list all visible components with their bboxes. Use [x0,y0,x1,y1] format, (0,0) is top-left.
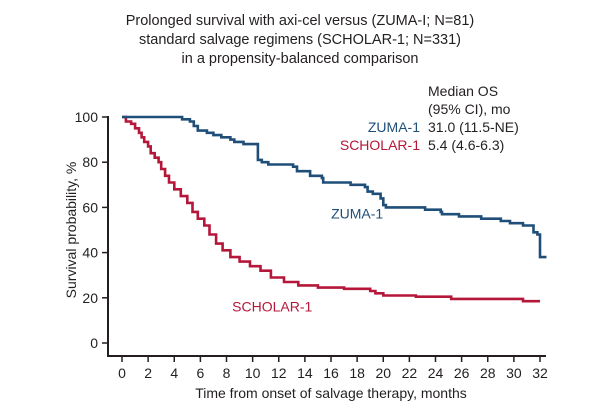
y-tick-label: 60 [82,199,98,215]
x-tick-label: 26 [454,365,470,381]
x-tick-label: 2 [144,365,152,381]
x-tick-label: 12 [271,365,287,381]
y-tick-label: 100 [75,109,99,125]
legend-entry-scholar-name: SCHOLAR-1 [340,137,420,153]
title-line-2: standard salvage regimens (SCHOLAR-1; N=… [139,32,461,48]
y-tick-label: 40 [82,245,98,261]
y-tick-label: 80 [82,154,98,170]
legend-entry-scholar-value: 5.4 (4.6-6.3) [428,137,504,153]
x-tick-label: 24 [428,365,444,381]
x-tick-label: 18 [349,365,365,381]
x-tick-label: 28 [480,365,496,381]
series-line-scholar-1 [122,115,540,303]
y-tick-label: 0 [90,335,98,351]
legend-header-line-1: Median OS [428,83,498,99]
x-tick-label: 0 [118,365,126,381]
title-line-3: in a propensity-balanced comparison [181,51,419,67]
x-tick-label: 6 [196,365,204,381]
x-tick-label: 16 [323,365,339,381]
x-tick-label: 30 [506,365,522,381]
series-label-scholar-1: SCHOLAR-1 [232,298,312,314]
x-tick-label: 32 [532,365,548,381]
series-label-zuma-1: ZUMA-1 [331,206,383,222]
y-axis-title: Survival probability, % [63,162,79,299]
legend-entry-zuma-name: ZUMA-1 [368,119,420,135]
x-axis-title: Time from onset of salvage therapy, mont… [195,385,467,401]
x-tick-label: 20 [375,365,391,381]
x-tick-label: 10 [245,365,261,381]
series-line-zuma-1 [122,115,547,259]
x-tick-label: 22 [402,365,418,381]
x-tick-label: 14 [297,365,313,381]
title-line-1: Prolonged survival with axi-cel versus (… [125,13,475,29]
series-layer: SCHOLAR-1 ZUMA-1 [122,115,547,314]
legend: Median OS (95% CI), mo ZUMA-1 31.0 (11.5… [340,83,519,153]
legend-entry-zuma-value: 31.0 (11.5-NE) [428,119,519,135]
y-tick-label: 20 [82,290,98,306]
legend-header-line-2: (95% CI), mo [428,101,511,117]
chart-title: Prolonged survival with axi-cel versus (… [0,12,600,69]
x-tick-label: 8 [223,365,231,381]
x-tick-label: 4 [170,365,178,381]
